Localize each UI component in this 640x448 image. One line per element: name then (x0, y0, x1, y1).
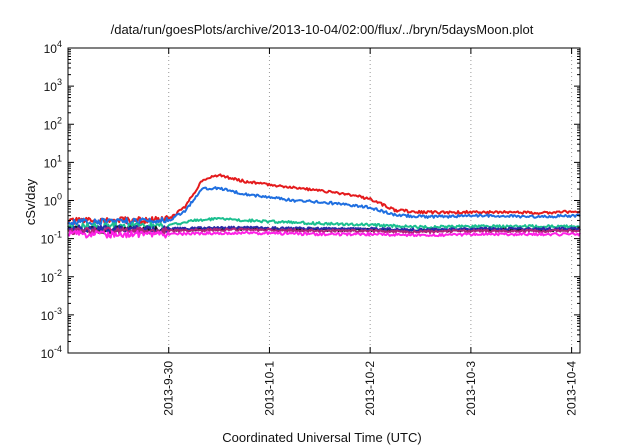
ticks: 10-4 10-3 10-2 10-1 100 101 102 103 104 2013-9-30… (41, 39, 580, 416)
y-tick-label: 10-2 (41, 268, 62, 285)
y-tick-label: 10-4 (41, 344, 62, 361)
y-tick-label: 10-3 (41, 306, 62, 323)
series-line-7 (67, 229, 581, 239)
x-tick-label: 2013-10-3 (464, 361, 478, 416)
y-tick-label: 102 (44, 115, 62, 132)
x-tick-label: 2013-9-30 (162, 361, 176, 416)
y-tick-label: 103 (44, 77, 62, 94)
y-tick-label: 104 (44, 39, 62, 56)
y-axis-label: cSv/day (23, 178, 38, 225)
x-tick-label: 2013-10-2 (363, 361, 377, 416)
y-tick-label: 10-1 (41, 230, 62, 247)
series-line-3 (67, 217, 581, 231)
series-line-2 (67, 186, 581, 227)
series-line-5 (67, 224, 581, 234)
y-tick-label: 101 (44, 153, 62, 170)
grid (168, 48, 573, 353)
series-line-6 (67, 226, 581, 236)
x-axis-label: Coordinated Universal Time (UTC) (222, 430, 421, 445)
y-tick-label: 100 (44, 192, 62, 209)
series-group (67, 173, 581, 239)
x-tick-label: 2013-10-4 (565, 361, 579, 416)
chart-title: /data/run/goesPlots/archive/2013-10-04/0… (111, 22, 534, 37)
x-tick-label: 2013-10-1 (262, 361, 276, 416)
